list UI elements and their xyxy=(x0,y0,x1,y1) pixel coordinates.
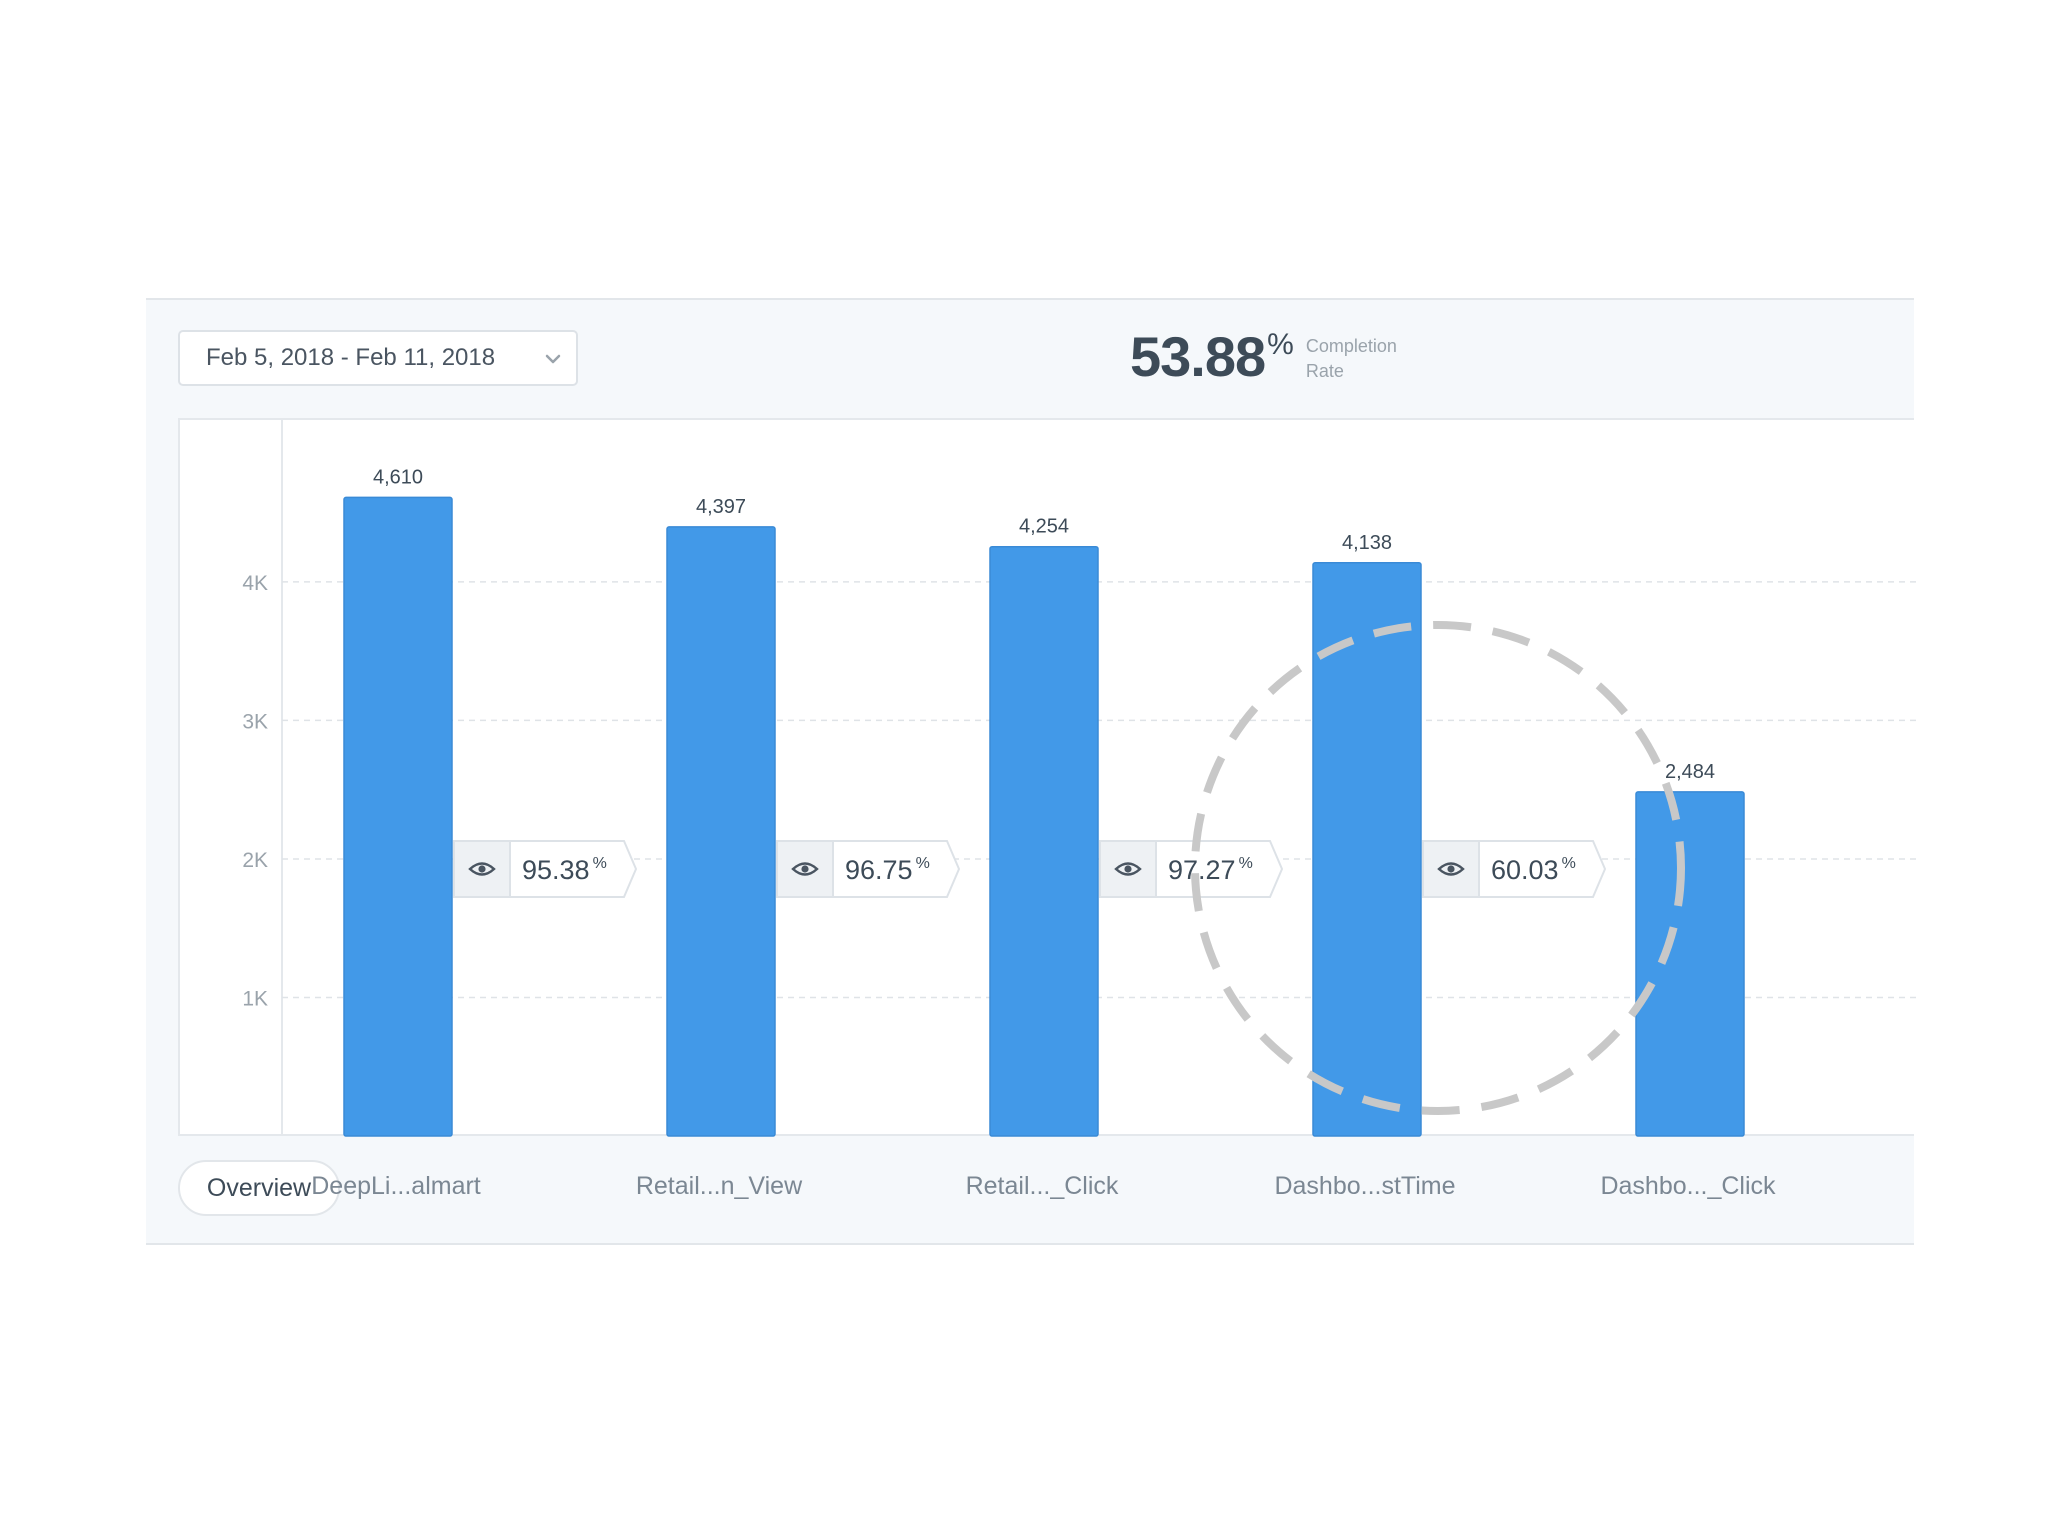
conversion-rate-unit: % xyxy=(1239,855,1253,872)
funnel-bar[interactable] xyxy=(1312,562,1422,1137)
bar-value-label: 4,254 xyxy=(1019,516,1069,538)
eye-icon-pupil xyxy=(478,865,486,873)
y-tick-label: 1K xyxy=(242,987,268,1010)
conversion-rate-value: 96.75 xyxy=(845,855,913,885)
eye-icon-pupil xyxy=(1124,865,1132,873)
completion-rate-unit: % xyxy=(1267,328,1294,361)
funnel-step-tab[interactable]: Retail...n_View xyxy=(635,1172,803,1200)
completion-label-line1: Completion xyxy=(1305,336,1397,356)
highlight-dashed-circle xyxy=(1191,621,1685,1115)
conversion-rate-badge[interactable]: 97.27% xyxy=(1099,840,1284,898)
eye-icon xyxy=(791,862,819,876)
eye-icon-pupil xyxy=(801,865,809,873)
conversion-rate-unit: % xyxy=(916,855,930,872)
chevron-down-icon xyxy=(545,354,561,364)
completion-label-line2: Rate xyxy=(1305,361,1344,381)
completion-rate-summary: 53.88 % Completion Rate xyxy=(1130,322,1397,392)
bar-value-label: 2,484 xyxy=(1665,761,1715,783)
funnel-bar[interactable] xyxy=(1635,791,1745,1137)
date-range-picker[interactable]: Feb 5, 2018 - Feb 11, 2018 xyxy=(178,330,578,386)
funnel-panel: Feb 5, 2018 - Feb 11, 2018 53.88 % Compl… xyxy=(146,298,1916,1245)
bar-value-label: 4,610 xyxy=(373,466,423,488)
funnel-step-tabs: Overview DeepLi...almart Retail...n_View R… xyxy=(146,1160,1914,1220)
conversion-rate-badge[interactable]: 60.03% xyxy=(1422,840,1607,898)
conversion-rate-badge[interactable]: 95.38% xyxy=(453,840,638,898)
completion-rate-label: Completion Rate xyxy=(1306,334,1397,384)
eye-icon xyxy=(1114,862,1142,876)
funnel-step-tab[interactable]: Dashbo..._Click xyxy=(1600,1172,1776,1200)
y-tick-label: 2K xyxy=(242,849,268,872)
conversion-rate-unit: % xyxy=(1562,855,1576,872)
conversion-rate-value: 95.38 xyxy=(522,855,590,885)
bar-value-label: 4,397 xyxy=(696,496,746,518)
funnel-bar[interactable] xyxy=(989,545,1099,1137)
funnel-bar[interactable] xyxy=(666,526,776,1137)
conversion-rate-value: 97.27 xyxy=(1168,855,1236,885)
eye-icon xyxy=(1437,862,1465,876)
funnel-bar[interactable] xyxy=(343,496,453,1137)
funnel-step-tab[interactable]: DeepLi...almart xyxy=(311,1172,481,1200)
conversion-rate-value: 60.03 xyxy=(1491,855,1559,885)
date-range-value: Feb 5, 2018 - Feb 11, 2018 xyxy=(206,344,496,371)
y-tick-label: 4K xyxy=(242,572,268,595)
bar-value-label: 4,138 xyxy=(1342,532,1392,554)
funnel-chart: 1K 2K 3K 4K 4,610 4,397 4,254 4,138 2,484 95.38% 9… xyxy=(178,418,1916,1137)
overview-tab[interactable]: Overview xyxy=(178,1160,340,1216)
eye-icon xyxy=(468,862,496,876)
completion-rate-value: 53.88 xyxy=(1130,325,1266,388)
funnel-step-tab[interactable]: Retail..._Click xyxy=(965,1172,1119,1200)
y-tick-label: 3K xyxy=(242,710,268,733)
eye-icon-pupil xyxy=(1447,865,1455,873)
conversion-rate-unit: % xyxy=(593,855,607,872)
funnel-step-tab[interactable]: Dashbo...stTime xyxy=(1274,1172,1456,1200)
conversion-rate-badge[interactable]: 96.75% xyxy=(776,840,961,898)
